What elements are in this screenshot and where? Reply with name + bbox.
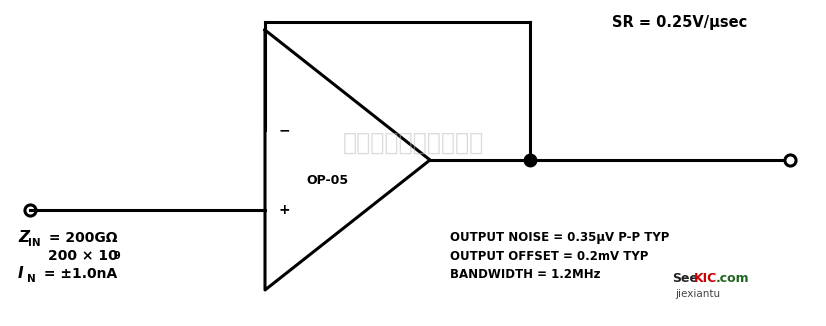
- Text: See: See: [672, 272, 698, 285]
- Text: jiexiantu: jiexiantu: [675, 289, 720, 299]
- Text: = ±1.0nA: = ±1.0nA: [39, 267, 117, 281]
- Text: .com: .com: [716, 272, 750, 285]
- Text: SR = 0.25V/μsec: SR = 0.25V/μsec: [612, 14, 748, 29]
- Text: OP-05: OP-05: [306, 173, 349, 186]
- Text: KIC: KIC: [694, 272, 717, 285]
- Text: BANDWIDTH = 1.2MHz: BANDWIDTH = 1.2MHz: [450, 268, 601, 280]
- Text: 杭州将客科技有限公司: 杭州将客科技有限公司: [342, 131, 484, 155]
- Text: I: I: [18, 266, 24, 281]
- Text: N: N: [27, 274, 36, 284]
- Text: = 200GΩ: = 200GΩ: [44, 231, 117, 245]
- Text: +: +: [279, 203, 291, 217]
- Text: IN: IN: [28, 238, 40, 248]
- Text: OUTPUT NOISE = 0.35μV P-P TYP: OUTPUT NOISE = 0.35μV P-P TYP: [450, 231, 669, 244]
- Text: Z: Z: [18, 230, 29, 245]
- Text: −: −: [279, 123, 291, 137]
- Text: 200 × 10: 200 × 10: [48, 249, 118, 263]
- Text: 9: 9: [113, 251, 120, 261]
- Text: OUTPUT OFFSET = 0.2mV TYP: OUTPUT OFFSET = 0.2mV TYP: [450, 250, 648, 263]
